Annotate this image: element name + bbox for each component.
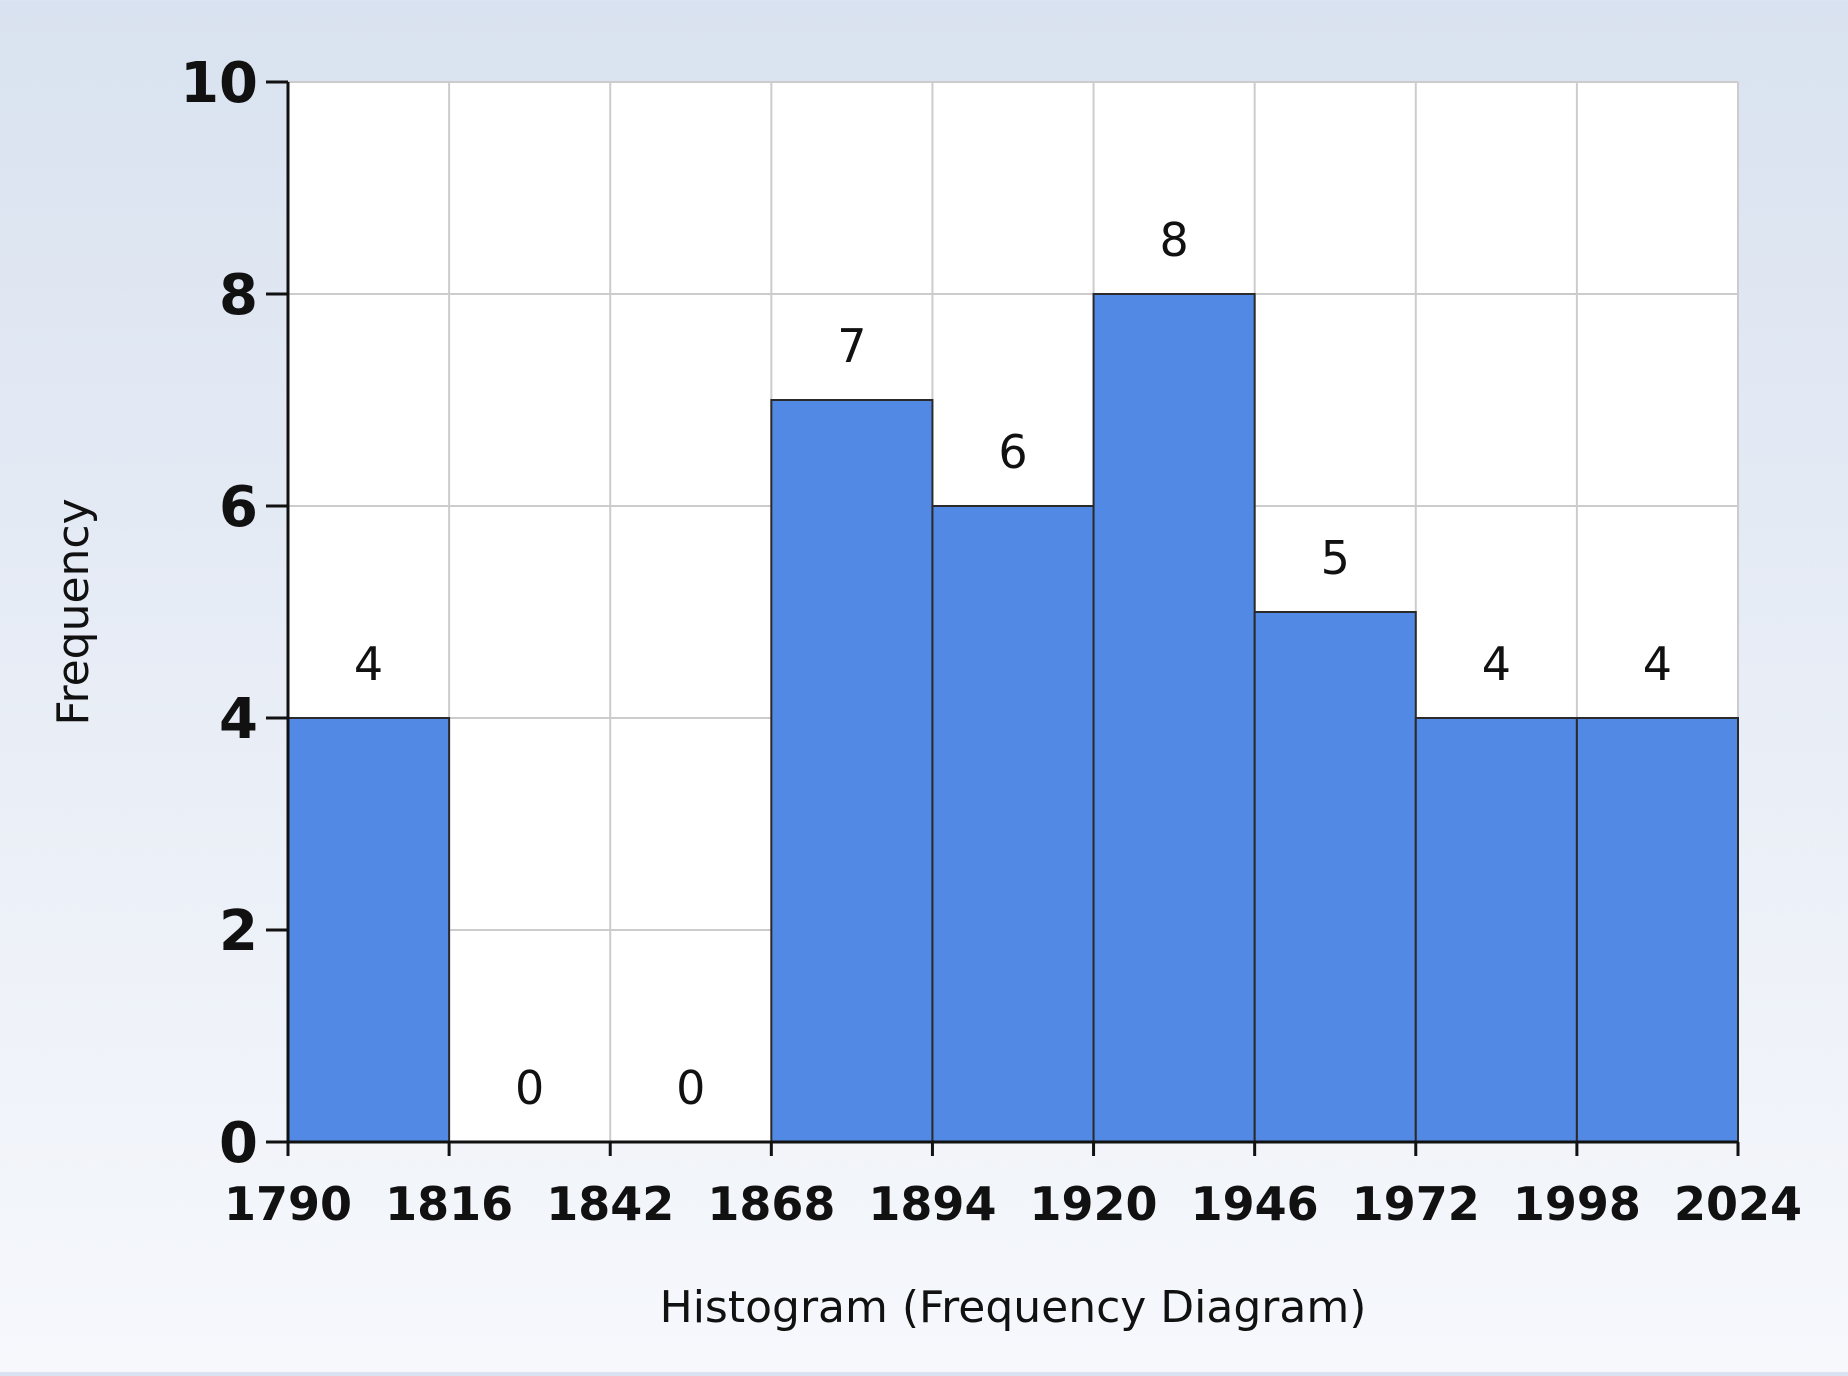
bar-value-label: 0	[676, 1061, 705, 1115]
bar-value-label: 5	[1321, 531, 1350, 585]
y-tick-label: 6	[219, 475, 258, 540]
x-tick-label: 1920	[1030, 1177, 1158, 1231]
x-tick-label: 1894	[868, 1177, 996, 1231]
histogram-bar	[1414, 717, 1578, 1143]
y-tick-label: 10	[180, 51, 258, 116]
y-tick-label: 0	[219, 1111, 258, 1176]
histogram-bar	[1092, 293, 1256, 1143]
histogram-bar	[1253, 611, 1417, 1143]
histogram-bar	[1575, 717, 1740, 1143]
bar-value-label: 4	[1482, 637, 1511, 691]
x-tick-label: 1998	[1513, 1177, 1641, 1231]
bar-value-label: 4	[354, 637, 383, 691]
y-tick-label: 2	[219, 899, 258, 964]
histogram-bar	[287, 717, 451, 1143]
histogram-bar	[770, 399, 934, 1143]
x-tick-label: 1842	[546, 1177, 674, 1231]
bars	[287, 293, 1740, 1143]
x-axis-title: Histogram (Frequency Diagram)	[660, 1282, 1367, 1333]
histogram-bar	[931, 505, 1095, 1143]
x-tick-label: 1816	[385, 1177, 513, 1231]
x-tick-label: 1946	[1191, 1177, 1319, 1231]
x-tick-label: 1790	[224, 1177, 352, 1231]
bar-value-label: 4	[1643, 637, 1672, 691]
y-tick-label: 4	[219, 687, 258, 752]
bar-value-label: 6	[998, 425, 1027, 479]
x-tick-label: 2024	[1674, 1177, 1802, 1231]
bar-value-label: 0	[515, 1061, 544, 1115]
x-tick-label: 1868	[707, 1177, 835, 1231]
y-tick-label: 8	[219, 263, 258, 328]
x-tick-label: 1972	[1352, 1177, 1480, 1231]
axes: 0 2 4 6 8 10 1790 1816 1842 1868 1894 1920 1946 1972 1…	[180, 51, 1802, 1231]
bar-value-label: 8	[1159, 213, 1188, 267]
y-axis-title: Frequency	[48, 498, 99, 725]
bar-labels: 4 0 0 7 6 8 5 4 4	[354, 213, 1672, 1115]
bar-value-label: 7	[837, 319, 866, 373]
